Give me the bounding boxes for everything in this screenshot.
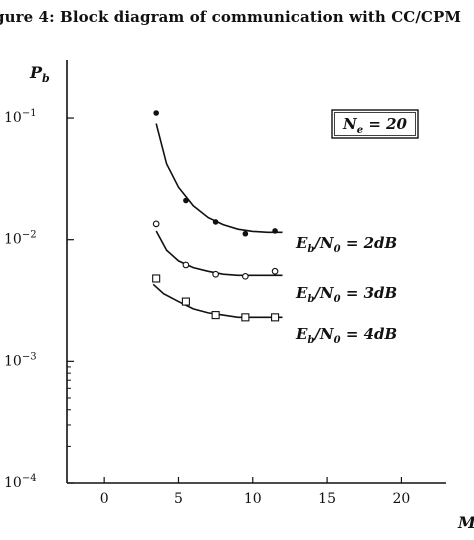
- y-tick-exp: −2: [22, 230, 37, 241]
- y-tick-label: 10−1: [4, 108, 37, 126]
- series-label-sub2: 0: [334, 335, 341, 346]
- data-point-filled-circle: [212, 219, 219, 225]
- annotation-lhs: N: [342, 115, 358, 133]
- y-tick-base: 10: [4, 110, 22, 126]
- series-label-sub2: 0: [334, 294, 341, 305]
- x-tick-label: 10: [244, 491, 262, 507]
- data-point-open-circle: [212, 270, 219, 278]
- series-label-main: E: [295, 234, 308, 252]
- series-label: Eb/N0 = 4dB: [295, 325, 397, 346]
- data-point-filled-circle: [183, 197, 189, 204]
- series-label: Eb/N0 = 3dB: [295, 284, 397, 305]
- y-tick-base: 10: [4, 353, 22, 369]
- data-point-open-circle: [152, 220, 160, 228]
- axes: [66, 60, 446, 484]
- annotation-text: Ne = 20: [342, 115, 408, 136]
- series-label-mid: /N: [312, 234, 334, 252]
- y-tick-base: 10: [4, 232, 22, 248]
- data-point-filled-circle: [153, 110, 159, 116]
- series-label-sub: b: [307, 244, 314, 255]
- data-point-filled-circle: [272, 228, 278, 234]
- annotation-box-inner: [334, 112, 416, 136]
- series-label-mid: /N: [312, 284, 334, 302]
- data-point-open-circle: [182, 261, 190, 269]
- series-label-main: E: [295, 284, 308, 302]
- annotation-sub: e: [357, 125, 363, 136]
- y-tick-label: 10−4: [4, 473, 37, 491]
- fit-curve: [155, 123, 283, 234]
- series-label-sub: b: [307, 335, 314, 346]
- series-label-main: E: [295, 325, 308, 343]
- series-label-rhs: = 4dB: [341, 325, 398, 343]
- data-point-filled-circle: [242, 230, 249, 237]
- series-label-sub2: 0: [334, 244, 341, 255]
- data-point-open-circle: [271, 267, 279, 275]
- x-tick-label: 20: [392, 491, 410, 507]
- data-point-open-square: [181, 297, 190, 306]
- x-tick-label: 5: [174, 491, 183, 507]
- y-tick-exp: −1: [22, 108, 37, 119]
- y-tick-base: 10: [4, 475, 22, 491]
- fit-curve: [155, 230, 283, 277]
- y-tick-exp: −3: [22, 351, 37, 362]
- y-axis-label: Pb: [29, 63, 50, 85]
- data-point-open-square: [152, 274, 161, 283]
- series-label-sub: b: [307, 294, 314, 305]
- x-tick-label: 15: [318, 491, 336, 507]
- data-markers: [152, 110, 280, 322]
- y-tick-label: 10−2: [4, 230, 37, 248]
- data-point-open-circle: [242, 272, 249, 280]
- x-axis-label: M: [457, 513, 474, 532]
- data-point-open-square: [241, 313, 250, 322]
- y-axis-label-main: P: [29, 63, 43, 82]
- x-tick-label: 0: [100, 491, 109, 507]
- annotation-rhs: = 20: [363, 115, 407, 133]
- annotation-box: [331, 109, 419, 139]
- series-label-rhs: = 2dB: [341, 234, 398, 252]
- data-point-open-square: [211, 311, 220, 320]
- series-label-mid: /N: [312, 325, 334, 343]
- series-label-rhs: = 3dB: [341, 284, 398, 302]
- y-axis-label-sub: b: [42, 72, 50, 85]
- figure-caption: gure 4: Block diagram of communication w…: [0, 8, 462, 26]
- y-tick-exp: −4: [22, 473, 37, 484]
- y-tick-label: 10−3: [4, 351, 37, 369]
- series-label: Eb/N0 = 2dB: [295, 234, 397, 255]
- data-point-open-square: [271, 313, 280, 322]
